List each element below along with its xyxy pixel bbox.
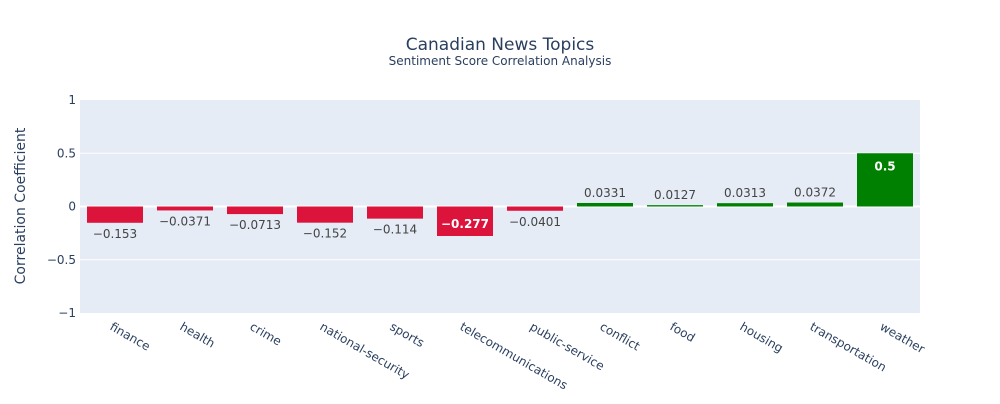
x-tick-label: crime	[248, 319, 284, 348]
value-label: 0.0331	[584, 186, 626, 200]
bar-weather[interactable]	[857, 153, 913, 207]
chart-subtitle: Sentiment Score Correlation Analysis	[389, 54, 612, 68]
y-tick-label: 0	[68, 200, 76, 214]
value-label: −0.277	[441, 217, 489, 231]
y-tick-label: −0.5	[47, 253, 76, 267]
value-label: 0.0313	[724, 186, 766, 200]
bars	[87, 153, 913, 237]
bar-housing[interactable]	[717, 203, 773, 207]
bar-national-security[interactable]	[297, 206, 353, 223]
x-tick-label: finance	[108, 319, 153, 353]
y-tick-labels: 1 0.5 0 −0.5 −1	[47, 93, 76, 320]
value-label: 0.5	[874, 159, 895, 173]
y-tick-label: 0.5	[57, 146, 76, 160]
x-tick-label: conflict	[598, 319, 643, 353]
y-tick-label: 1	[68, 93, 76, 107]
x-tick-labels: finance health crime national-securitysport…	[108, 319, 928, 392]
bar-sports[interactable]	[367, 206, 423, 219]
value-label: −0.152	[303, 227, 347, 241]
value-labels: −0.153 −0.0371 −0.0713 −0.152 −0.114 −0.277 −0…	[93, 159, 896, 241]
value-label: −0.0713	[229, 218, 281, 232]
bar-public-service[interactable]	[507, 206, 563, 211]
bar-transportation[interactable]	[787, 202, 843, 207]
x-tick-label: housing	[738, 319, 786, 355]
bar-telecommunications[interactable]	[437, 206, 493, 237]
bar-food[interactable]	[647, 205, 703, 207]
value-label: −0.0371	[159, 214, 211, 228]
x-tick-label: health	[178, 319, 218, 350]
x-tick-label: sports	[388, 319, 427, 350]
bar-crime[interactable]	[227, 206, 283, 215]
value-label: 0.0127	[654, 188, 696, 202]
bar-health[interactable]	[157, 206, 213, 211]
x-tick-label: food	[668, 319, 698, 344]
x-tick-label: weather	[878, 319, 928, 356]
y-axis-label: Correlation Coefficient	[13, 127, 29, 284]
chart-title: Canadian News Topics	[406, 35, 595, 55]
value-label: 0.0372	[794, 186, 836, 200]
value-label: −0.153	[93, 227, 137, 241]
y-tick-label: −1	[58, 306, 76, 320]
x-tick-label: transportation	[808, 319, 889, 374]
bar-finance[interactable]	[87, 206, 143, 223]
bar-conflict[interactable]	[577, 202, 633, 207]
gridlines	[80, 152, 920, 261]
value-label: −0.0401	[509, 215, 561, 229]
value-label: −0.114	[373, 223, 417, 237]
